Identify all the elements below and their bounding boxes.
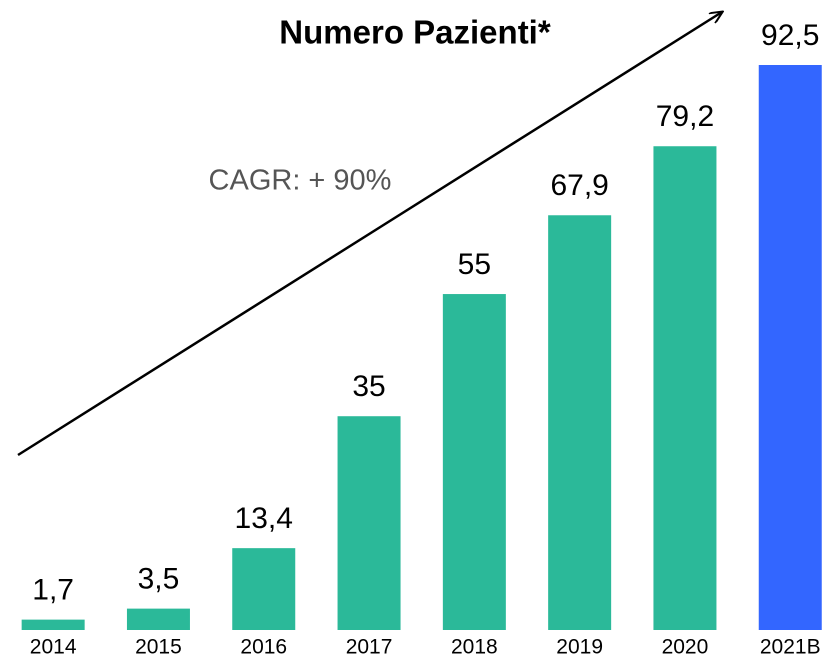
bar — [337, 416, 401, 630]
value-label: 3,5 — [138, 563, 180, 596]
bar — [548, 215, 612, 630]
value-label: 79,2 — [656, 100, 714, 133]
x-tick-label: 2017 — [346, 636, 393, 659]
chart-title: Numero Pazienti* — [279, 14, 551, 51]
x-tick-label: 2016 — [240, 636, 287, 659]
x-tick-label: 2021B — [760, 636, 821, 659]
bar — [21, 619, 85, 630]
value-label: 67,9 — [550, 169, 608, 202]
value-label: 55 — [458, 248, 491, 281]
annotation: CAGR: + 90% — [209, 165, 392, 197]
x-tick-label: 2020 — [662, 636, 709, 659]
x-tick-label: 2019 — [556, 636, 603, 659]
value-label: 13,4 — [235, 502, 293, 535]
bar — [126, 608, 190, 630]
bar — [758, 65, 822, 630]
x-tick-label: 2015 — [135, 636, 182, 659]
x-tick-label: 2014 — [30, 636, 77, 659]
value-label: 35 — [352, 370, 385, 403]
bar — [442, 294, 506, 630]
trend-arrow — [17, 12, 722, 457]
value-label: 1,7 — [32, 574, 74, 607]
bar — [653, 146, 717, 630]
value-label: 92,5 — [761, 19, 819, 52]
bar — [232, 548, 296, 630]
x-tick-label: 2018 — [451, 636, 498, 659]
